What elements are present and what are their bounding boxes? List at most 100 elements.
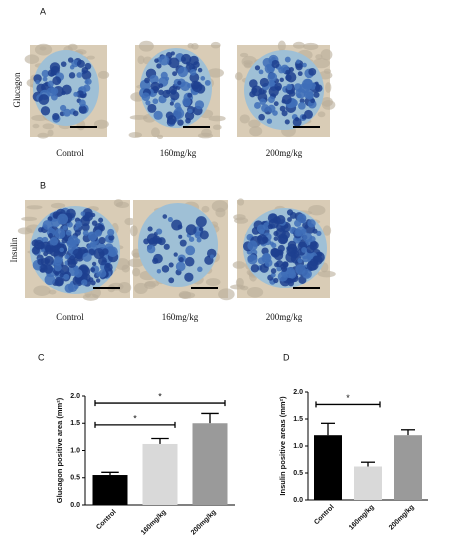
- tissue: [201, 205, 210, 213]
- panel-label: B: [40, 180, 46, 190]
- tissue: [320, 49, 333, 61]
- tissue: [128, 132, 143, 139]
- tissue: [31, 114, 49, 122]
- stain: [258, 69, 264, 75]
- stain: [62, 108, 71, 117]
- stain: [42, 76, 48, 82]
- stain: [316, 230, 322, 237]
- stain: [64, 283, 74, 293]
- stain: [149, 74, 159, 85]
- stain: [158, 89, 164, 96]
- stain: [254, 102, 261, 109]
- caption: 200mg/kg: [266, 148, 303, 158]
- stain: [41, 236, 49, 244]
- stain: [307, 219, 316, 228]
- stain: [189, 69, 197, 76]
- x-tick-label: 160mg/kg: [140, 509, 168, 537]
- stain: [168, 277, 175, 284]
- stain: [71, 59, 80, 68]
- stain: [152, 98, 159, 105]
- stain: [98, 217, 104, 223]
- stain: [171, 219, 182, 231]
- stain: [82, 252, 92, 262]
- stain: [303, 78, 313, 89]
- stain: [54, 228, 66, 239]
- bar: [314, 435, 342, 500]
- stain: [273, 101, 279, 107]
- stain: [76, 59, 85, 68]
- panel-label: A: [40, 6, 46, 16]
- tissue: [127, 258, 145, 268]
- stain: [35, 79, 40, 85]
- stain: [75, 220, 83, 228]
- stain: [53, 257, 63, 266]
- stain: [204, 79, 211, 86]
- stain: [91, 220, 98, 226]
- stain: [310, 98, 316, 104]
- stain: [266, 118, 273, 124]
- stain: [189, 55, 199, 66]
- stain: [299, 98, 305, 104]
- stain: [164, 76, 170, 81]
- stain: [52, 76, 62, 86]
- row-label: Insulin: [9, 237, 19, 263]
- stain: [107, 228, 115, 236]
- stain: [295, 264, 306, 275]
- stain: [85, 78, 92, 85]
- caption: 160mg/kg: [160, 148, 197, 158]
- tissue: [178, 290, 192, 299]
- stain: [287, 217, 292, 222]
- stain: [302, 62, 307, 68]
- stain: [261, 104, 270, 113]
- stain: [297, 258, 303, 264]
- tissue: [191, 43, 199, 50]
- stain: [49, 237, 59, 246]
- stain: [178, 234, 183, 239]
- stain: [161, 265, 170, 273]
- tissue: [144, 280, 160, 287]
- stain: [101, 248, 109, 255]
- stain: [81, 66, 89, 74]
- stain: [314, 84, 323, 93]
- stain: [54, 271, 60, 276]
- stain: [81, 279, 88, 286]
- y-axis-label: Insulin positive areas (mm²): [278, 396, 287, 496]
- stain: [198, 226, 204, 232]
- stain: [256, 224, 266, 234]
- tissue: [156, 134, 164, 139]
- stain: [68, 72, 76, 79]
- tissue: [129, 225, 138, 237]
- stain: [108, 234, 115, 241]
- stain: [153, 253, 163, 264]
- tissue: [37, 132, 49, 139]
- tissue: [134, 282, 148, 295]
- stain: [285, 69, 291, 75]
- row-label: Glucagon: [12, 72, 22, 107]
- stain: [271, 59, 280, 69]
- stain: [270, 272, 276, 278]
- stain: [162, 214, 168, 219]
- stain: [303, 109, 313, 119]
- stain: [250, 264, 260, 273]
- stain: [163, 243, 170, 250]
- tissue: [117, 281, 132, 294]
- stain: [169, 101, 174, 106]
- tissue: [205, 278, 221, 286]
- stain: [167, 217, 173, 223]
- tissue: [97, 70, 110, 79]
- stain: [41, 69, 50, 78]
- stain: [310, 258, 318, 267]
- stain: [156, 228, 163, 235]
- stain: [254, 65, 261, 71]
- bar: [394, 435, 422, 500]
- y-tick-label: 0.5: [293, 470, 303, 477]
- stain: [180, 53, 192, 65]
- stain: [312, 228, 318, 234]
- stain: [146, 244, 156, 254]
- stain: [38, 94, 50, 105]
- tissue: [303, 42, 319, 51]
- stain: [284, 119, 290, 125]
- stain: [287, 240, 297, 250]
- tissue: [42, 123, 55, 130]
- stain: [166, 115, 177, 125]
